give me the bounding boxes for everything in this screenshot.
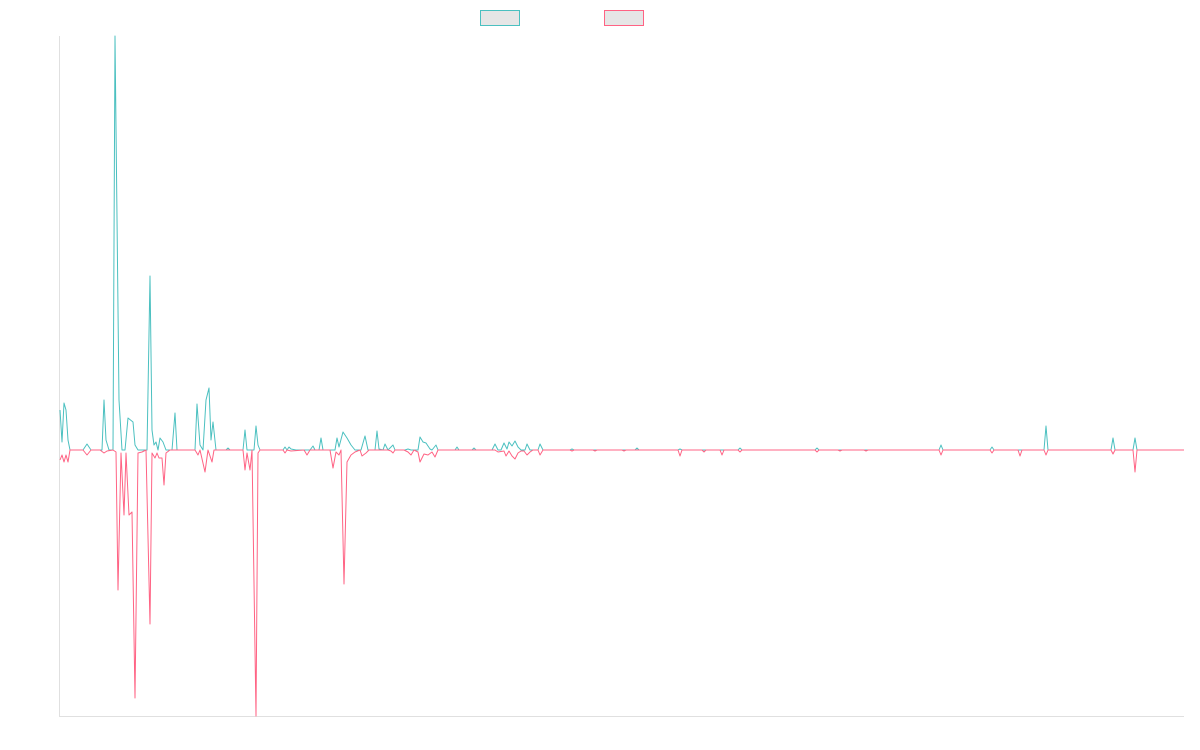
series-layer [59, 35, 1184, 717]
series-2-line [59, 449, 1184, 717]
legend-swatch-series-1[interactable] [480, 10, 520, 26]
legend-swatch-series-2[interactable] [604, 10, 644, 26]
series-1-line [59, 35, 1184, 451]
